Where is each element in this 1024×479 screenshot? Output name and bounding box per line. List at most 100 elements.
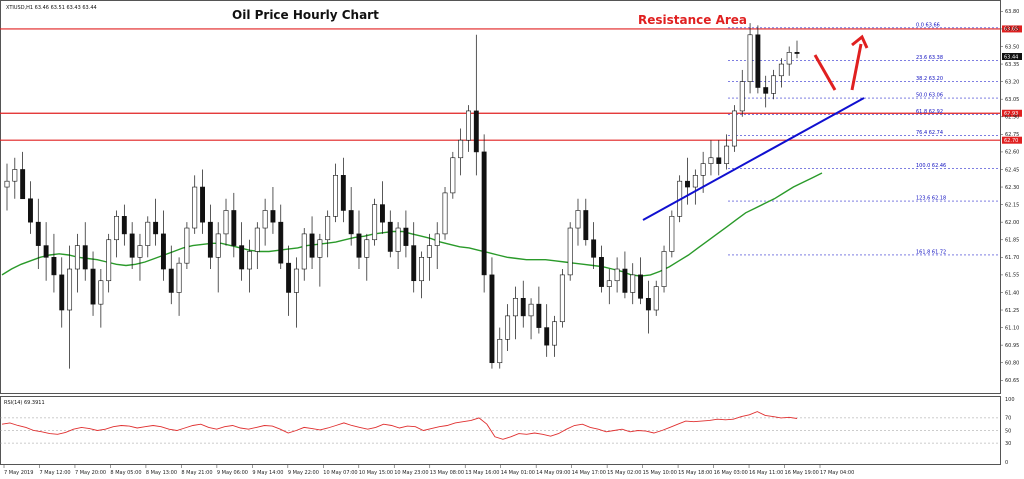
candle-body: [200, 186, 205, 223]
y-tick-label: 63.50: [1005, 44, 1019, 50]
resistance-annotation: Resistance Area: [638, 13, 747, 27]
candle-body: [669, 216, 675, 252]
fib-label: 61.8 62.92: [916, 109, 943, 115]
candle-body: [778, 63, 784, 77]
resistance-price-label: 63.65: [1004, 27, 1018, 33]
candle-body: [794, 52, 800, 54]
candle-body: [653, 286, 659, 311]
candle-body: [293, 268, 299, 293]
candle-body: [270, 210, 276, 223]
y-tick-label: 63.35: [1005, 62, 1019, 68]
candle-body: [763, 87, 769, 94]
candle-body: [129, 233, 135, 258]
candle-body: [505, 315, 511, 340]
candle-body: [489, 274, 495, 364]
fib-label: 123.6 62.18: [916, 196, 946, 202]
candle-body: [426, 245, 432, 258]
price-axis: 63.80 63.65 63.50 63.35 63.20 63.05 62.90 62.75…: [1000, 9, 1019, 384]
candle-body: [254, 227, 260, 252]
x-tick-label: 15 May 10:00: [643, 470, 677, 476]
y-tick-label: 62.30: [1005, 185, 1019, 191]
x-tick-label: 9 May 14:00: [252, 470, 283, 476]
candle-body: [559, 274, 565, 323]
main-panel-border: [0, 0, 1001, 394]
y-tick-label: 62.90: [1005, 115, 1019, 121]
candle-body: [114, 216, 119, 241]
candle-body: [184, 227, 190, 264]
rsi-label: RSI(14) 69.3911: [4, 400, 45, 406]
candle-body: [645, 298, 651, 311]
candle-body: [317, 239, 323, 258]
candle-body: [614, 268, 620, 282]
trend-line: [642, 97, 865, 221]
candle-body: [51, 257, 57, 276]
resistance-price-tag: [1002, 25, 1022, 33]
x-tick-label: 14 May 17:00: [572, 470, 606, 476]
y-tick-label: 61.25: [1005, 308, 1019, 314]
candle-body: [247, 251, 252, 270]
candle-body: [700, 163, 706, 176]
x-tick-label: 8 May 13:00: [146, 470, 177, 476]
candle-body: [599, 257, 604, 287]
fib-label: 161.8 61.72: [916, 249, 946, 255]
symbol-info: XTIUSD,H1 63.46 63.51 63.43 63.44: [6, 5, 97, 11]
candle-body: [442, 192, 448, 235]
y-tick-label: 62.75: [1005, 132, 1019, 138]
x-tick-label: 9 May 06:00: [217, 470, 248, 476]
candle-body: [278, 221, 284, 264]
x-tick-label: 16 May 03:00: [714, 470, 748, 476]
candle-body: [356, 233, 362, 258]
candle-body: [466, 110, 471, 141]
candle-body: [544, 327, 550, 346]
candle-body: [333, 175, 338, 217]
y-tick-label: 63.80: [1005, 9, 1019, 15]
candle-body: [379, 204, 385, 223]
current-price-tag: [1002, 53, 1022, 60]
candle-body: [301, 233, 307, 270]
current-price-label: 63.44: [1004, 55, 1018, 61]
x-tick-label: 10 May 23:00: [394, 470, 428, 476]
candle-body: [458, 139, 464, 159]
candle-body: [606, 280, 612, 287]
fib-label: 50.0 63.06: [916, 93, 943, 99]
rsi-tick-label: 30: [1005, 441, 1011, 447]
down-arrow-stroke: [813, 54, 837, 91]
fib-label: 76.4 62.74: [916, 130, 943, 136]
candle-body: [286, 262, 292, 293]
x-tick-label: 8 May 21:00: [181, 470, 212, 476]
candle-body: [536, 303, 542, 328]
x-tick-label: 10 May 15:00: [359, 470, 393, 476]
candle-body: [43, 245, 49, 258]
resistance-lines: 63.65 62.93 62.70: [0, 25, 1022, 144]
candle-body: [348, 210, 354, 235]
candle-body: [583, 210, 589, 241]
y-tick-label: 60.95: [1005, 343, 1019, 349]
moving-average: [1, 172, 823, 277]
candle-body: [309, 233, 315, 258]
candle-body: [137, 245, 143, 258]
x-tick-label: 13 May 16:00: [465, 470, 499, 476]
candle-body: [223, 210, 229, 235]
candle-body: [90, 268, 96, 305]
candle-body: [755, 34, 761, 88]
rsi-indicator: 100 70 50 30 0: [0, 397, 1015, 466]
rsi-line: [1, 411, 798, 440]
candle-body: [372, 204, 378, 241]
candle-body: [724, 145, 730, 164]
candle-body: [106, 239, 112, 282]
candle-body: [630, 274, 636, 293]
resistance-price-label: 62.70: [1004, 138, 1018, 144]
candle-body: [231, 210, 237, 246]
candle-body: [786, 52, 792, 65]
candle-body: [168, 268, 174, 293]
up-arrow-stroke: [850, 43, 863, 91]
y-tick-label: 61.70: [1005, 255, 1019, 261]
candle-body: [340, 175, 346, 211]
y-tick-label: 61.85: [1005, 238, 1019, 244]
candle-body: [262, 210, 268, 229]
chart-title: Oil Price Hourly Chart: [232, 8, 379, 22]
candle-body: [716, 157, 722, 164]
candle-body: [552, 321, 557, 346]
x-tick-label: 7 May 20:00: [75, 470, 106, 476]
